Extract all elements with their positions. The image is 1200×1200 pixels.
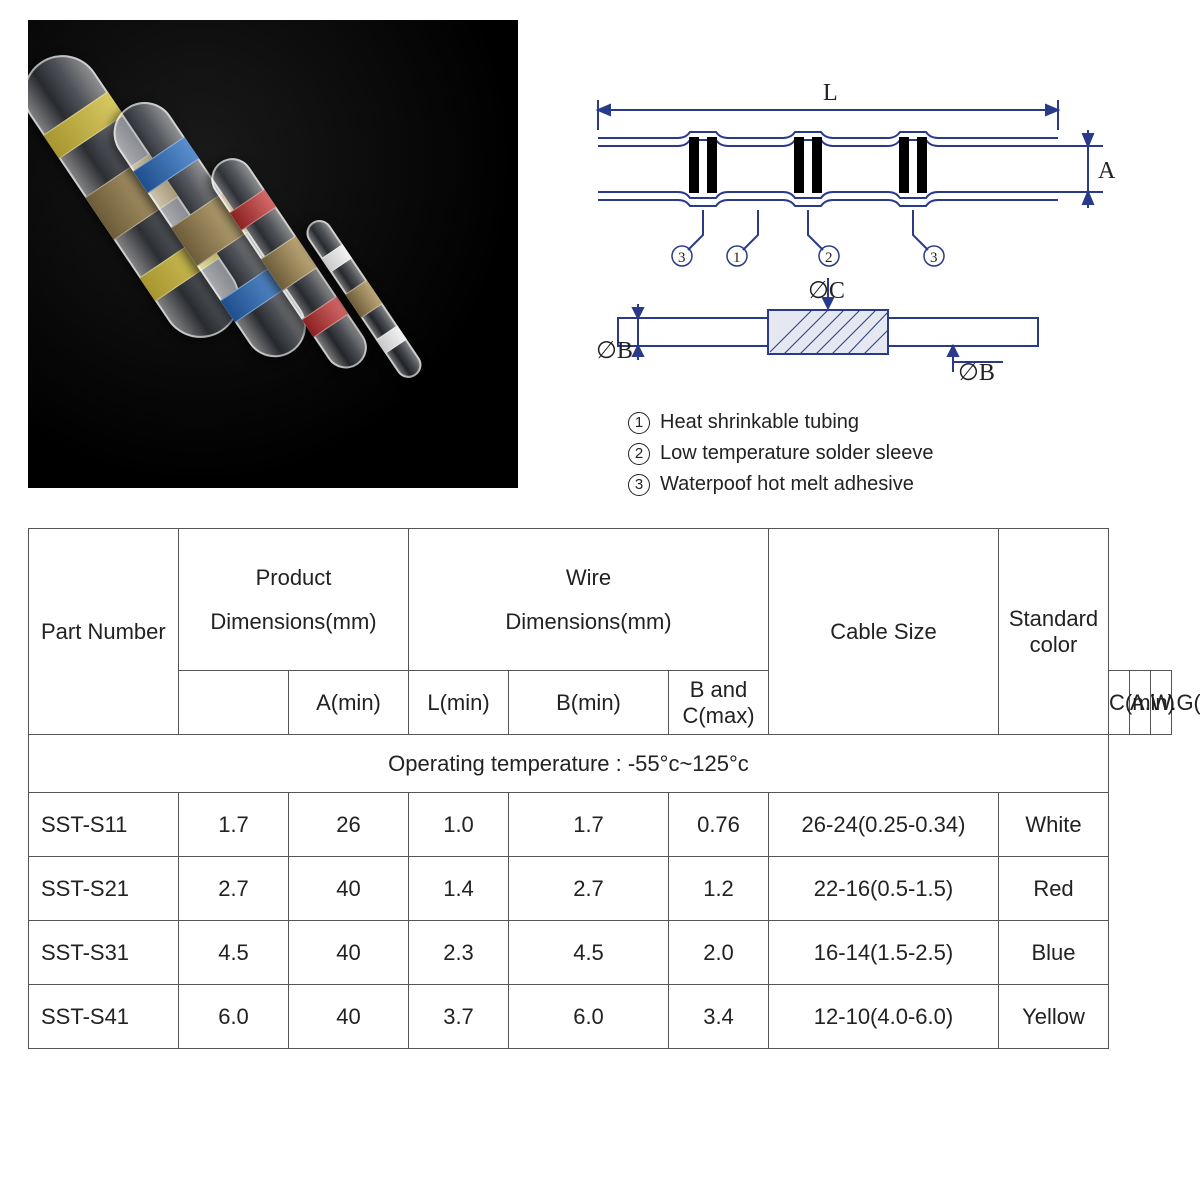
technical-diagram: L <box>558 20 1172 500</box>
cell: 3.7 <box>409 985 509 1049</box>
table-row: SST-S41 6.0 40 3.7 6.0 3.4 12-10(4.0-6.0… <box>29 985 1172 1049</box>
diagram-legend: 1 Heat shrinkable tubing 2 Low temperatu… <box>558 407 1172 500</box>
sub-cmin: C(min) <box>1109 671 1130 735</box>
table-row: SST-S11 1.7 26 1.0 1.7 0.76 26-24(0.25-0… <box>29 793 1172 857</box>
hdr-color: Standard color <box>999 529 1109 735</box>
circled-3-icon: 3 <box>628 474 650 496</box>
cell: 22-16(0.5-1.5) <box>769 857 999 921</box>
cell: Yellow <box>999 985 1109 1049</box>
cell: 40 <box>289 857 409 921</box>
cell: 1.2 <box>669 857 769 921</box>
cell: 2.7 <box>179 857 289 921</box>
legend-text: Heat shrinkable tubing <box>660 407 859 438</box>
cell: 4.5 <box>509 921 669 985</box>
cell: 1.0 <box>409 793 509 857</box>
sub-awg: A.W.G(mm²) <box>1130 671 1151 735</box>
product-photo <box>28 20 518 488</box>
legend-text: Low temperature solder sleeve <box>660 438 933 469</box>
sub-empty <box>179 671 289 735</box>
cell: 26 <box>289 793 409 857</box>
svg-text:1: 1 <box>733 250 741 266</box>
svg-text:3: 3 <box>678 250 686 266</box>
cell: White <box>999 793 1109 857</box>
cell: 1.7 <box>179 793 289 857</box>
cell: 6.0 <box>509 985 669 1049</box>
cell-part: SST-S11 <box>29 793 179 857</box>
cell: 4.5 <box>179 921 289 985</box>
cell: 12-10(4.0-6.0) <box>769 985 999 1049</box>
operating-temp: Operating temperature : -55°c~125°c <box>29 735 1109 793</box>
label-B-right: ∅B <box>958 360 995 386</box>
diagram-svg: L <box>558 60 1118 390</box>
hdr-part: Part Number <box>29 529 179 735</box>
cell-part: SST-S31 <box>29 921 179 985</box>
table-header-row: Part Number Product Dimensions(mm) Wire … <box>29 529 1172 671</box>
top-row: L <box>28 20 1172 500</box>
band-solder <box>345 279 383 318</box>
circled-1-icon: 1 <box>628 412 650 434</box>
svg-text:3: 3 <box>930 250 938 266</box>
legend-item-3: 3 Waterpoof hot melt adhesive <box>628 469 1172 500</box>
cell: 6.0 <box>179 985 289 1049</box>
cell-part: SST-S21 <box>29 857 179 921</box>
legend-text: Waterpoof hot melt adhesive <box>660 469 914 500</box>
table-row: SST-S21 2.7 40 1.4 2.7 1.2 22-16(0.5-1.5… <box>29 857 1172 921</box>
operating-temp-row: Operating temperature : -55°c~125°c <box>29 735 1172 793</box>
sub-bmin: B(min) <box>509 671 669 735</box>
cell: 3.4 <box>669 985 769 1049</box>
svg-text:2: 2 <box>825 250 833 266</box>
label-B-left: ∅B <box>596 338 633 364</box>
label-L: L <box>823 80 838 106</box>
sub-lmin: L(min) <box>409 671 509 735</box>
table-row: SST-S31 4.5 40 2.3 4.5 2.0 16-14(1.5-2.5… <box>29 921 1172 985</box>
hdr-product: Product Dimensions(mm) <box>179 529 409 671</box>
hdr-wire: Wire Dimensions(mm) <box>409 529 769 671</box>
spec-table: Part Number Product Dimensions(mm) Wire … <box>28 528 1172 1049</box>
hdr-cable: Cable Size <box>769 529 999 735</box>
sub-bcmax: B and C(max) <box>669 671 769 735</box>
legend-item-1: 1 Heat shrinkable tubing <box>628 407 1172 438</box>
legend-item-2: 2 Low temperature solder sleeve <box>628 438 1172 469</box>
band-white <box>376 325 407 353</box>
band-blue <box>133 136 199 193</box>
cell: 0.76 <box>669 793 769 857</box>
circled-2-icon: 2 <box>628 443 650 465</box>
cell: 40 <box>289 921 409 985</box>
cell: Blue <box>999 921 1109 985</box>
sub-amin: A(min) <box>289 671 409 735</box>
cell-part: SST-S41 <box>29 985 179 1049</box>
cell: 1.7 <box>509 793 669 857</box>
cell: 26-24(0.25-0.34) <box>769 793 999 857</box>
cell: 40 <box>289 985 409 1049</box>
band-white <box>321 244 352 272</box>
cell: Red <box>999 857 1109 921</box>
label-A: A <box>1098 158 1116 184</box>
cell: 1.4 <box>409 857 509 921</box>
cell: 2.0 <box>669 921 769 985</box>
cell: 2.3 <box>409 921 509 985</box>
cell: 16-14(1.5-2.5) <box>769 921 999 985</box>
cell: 2.7 <box>509 857 669 921</box>
